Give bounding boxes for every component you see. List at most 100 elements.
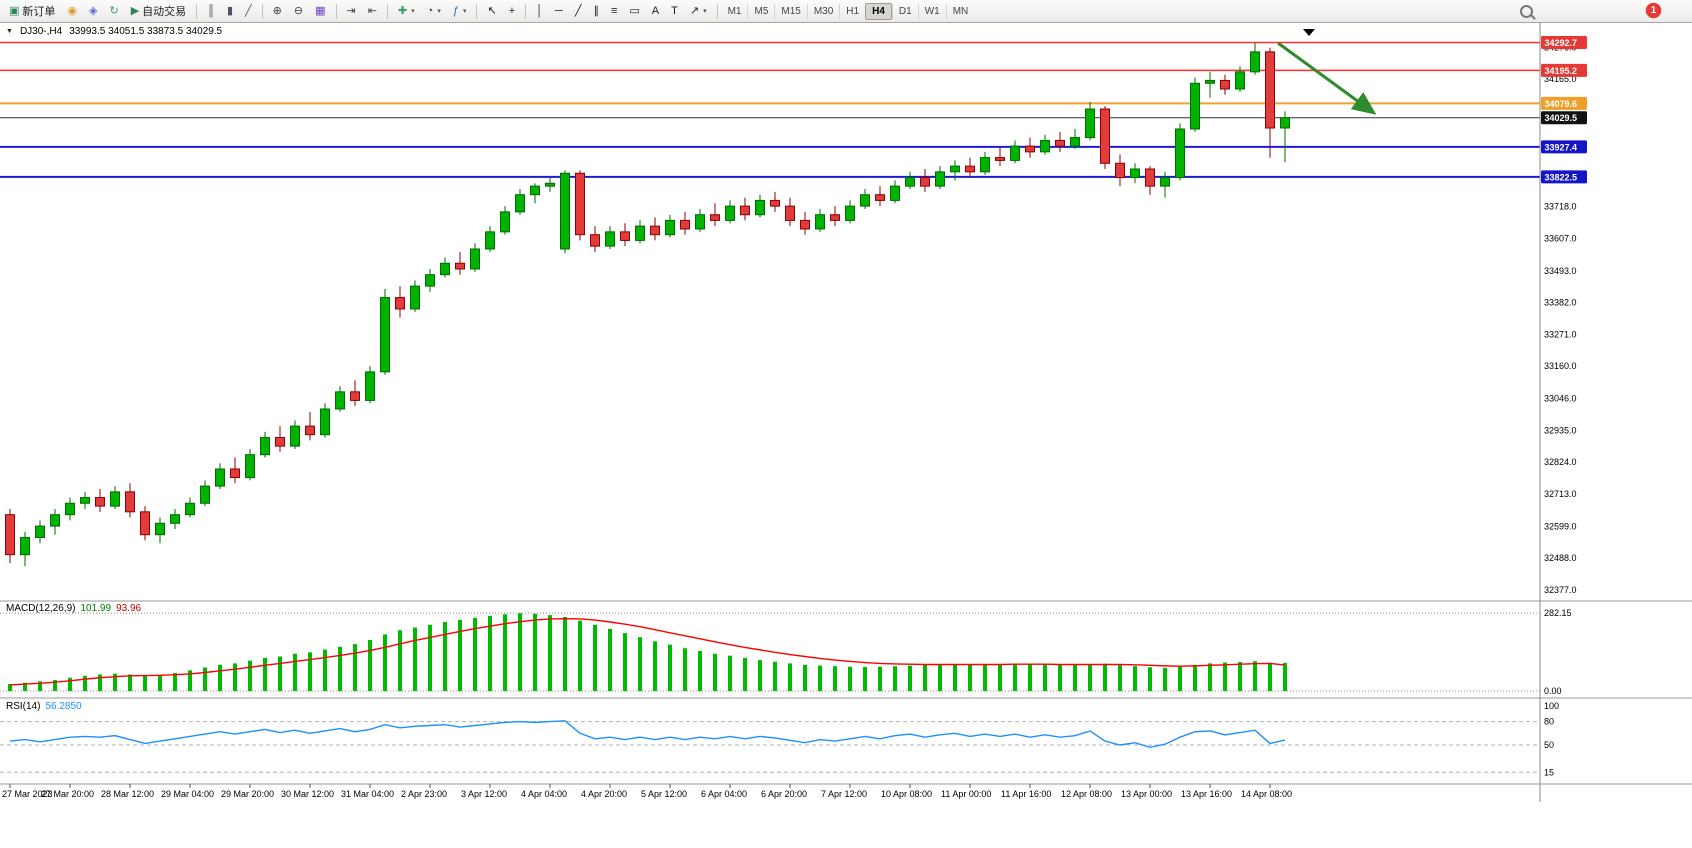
timeframe-button-m30[interactable]: M30 <box>806 3 839 19</box>
candle <box>80 491 90 509</box>
candle <box>695 208 705 232</box>
horizontal-line-button[interactable]: ─ <box>550 1 568 21</box>
channel-icon: ∥ <box>593 4 599 17</box>
arrows-button[interactable]: ↗ ▾ <box>685 1 712 21</box>
line-chart-button[interactable]: ╱ <box>240 1 257 21</box>
chart-window[interactable]: 34276.034165.033718.033607.033493.033382… <box>0 23 1692 848</box>
new-order-icon: ▣ <box>9 4 20 17</box>
timeframe-button-h4[interactable]: H4 <box>865 2 892 20</box>
candle <box>560 170 570 254</box>
channel-button[interactable]: ∥ <box>588 1 604 21</box>
candle <box>140 506 150 541</box>
cursor-button[interactable]: ↖ <box>482 1 501 21</box>
text-button[interactable]: A <box>647 1 664 21</box>
refresh-button[interactable]: ↻ <box>104 1 123 21</box>
candle <box>365 366 375 404</box>
resistance-line-2-badge: 34195.2 <box>1541 63 1587 77</box>
svg-text:33271.0: 33271.0 <box>1544 329 1577 339</box>
shapes-button[interactable]: ▭ <box>624 1 644 21</box>
chart-shift-button[interactable]: ⇤ <box>363 1 382 21</box>
collapse-chart-icon[interactable]: ▼ <box>6 28 13 35</box>
bar-chart-button[interactable]: ║ <box>202 1 220 21</box>
vertical-line-icon: │ <box>536 4 544 17</box>
candle <box>725 200 735 224</box>
price-scale[interactable]: 34276.034165.033718.033607.033493.033382… <box>1544 42 1577 595</box>
svg-text:0.00: 0.00 <box>1544 686 1562 696</box>
candle <box>1175 123 1185 181</box>
fibonacci-button[interactable]: ≡ <box>606 1 622 21</box>
macd-value-signal: 93.96 <box>116 603 142 614</box>
support-line-2-badge: 33822.5 <box>1541 170 1587 184</box>
timeframe-button-m15[interactable]: M15 <box>774 3 806 19</box>
indicators-icon: ƒ <box>452 4 459 17</box>
candle <box>215 463 225 489</box>
svg-text:32935.0: 32935.0 <box>1544 425 1577 435</box>
auto-scroll-button[interactable]: ⇥ <box>342 1 361 21</box>
rsi-panel: 100 80 50 15 <box>0 701 1559 777</box>
chart-shift-marker[interactable] <box>1303 29 1315 36</box>
autotrading-button[interactable]: ▶ 自动交易 <box>126 1 191 21</box>
candle <box>320 403 330 438</box>
candle <box>245 448 255 481</box>
candlestick-chart-button[interactable]: ▮ <box>222 1 238 21</box>
horizontal-lines[interactable] <box>0 41 1540 178</box>
svg-text:32599.0: 32599.0 <box>1544 521 1577 531</box>
periods-button[interactable]: ◔ ▾ <box>422 1 446 21</box>
crosshair-button[interactable]: + <box>504 1 520 21</box>
candle <box>830 206 840 227</box>
zoom-out-button[interactable]: ⊖ <box>289 1 308 21</box>
dropdown-caret-icon: ▾ <box>437 8 441 15</box>
new-chart-button[interactable]: ✚ ▾ <box>393 1 420 21</box>
toolbar-separator <box>196 3 198 19</box>
candle <box>200 480 210 507</box>
label-button[interactable]: T <box>666 1 683 21</box>
candle <box>800 211 810 235</box>
vertical-line-button[interactable]: │ <box>531 1 548 21</box>
auto-scroll-icon: ⇥ <box>346 4 356 17</box>
svg-text:33927.4: 33927.4 <box>1545 142 1578 152</box>
candle <box>65 497 75 521</box>
candle <box>290 420 300 449</box>
candle <box>1010 140 1020 164</box>
search-icon[interactable] <box>1520 5 1533 18</box>
toolbar-separator <box>525 3 527 19</box>
svg-text:15: 15 <box>1544 767 1554 777</box>
candle <box>305 411 315 441</box>
timeframe-button-d1[interactable]: D1 <box>891 3 918 19</box>
coins-icon: ◉ <box>67 4 78 17</box>
svg-text:32713.0: 32713.0 <box>1544 489 1577 499</box>
support-line-1-badge: 33927.4 <box>1541 140 1587 154</box>
panel-separators[interactable] <box>0 23 1692 802</box>
timeframe-button-h1[interactable]: H1 <box>839 3 865 19</box>
toolbar-separator <box>476 3 478 19</box>
candle <box>845 200 855 224</box>
timeframe-button-m1[interactable]: M1 <box>727 5 742 17</box>
candle <box>590 226 600 252</box>
new-order-button[interactable]: ▣ 新订单 <box>4 1 60 21</box>
trend-arrow-annotation[interactable] <box>1277 41 1377 115</box>
resistance-line-1-badge: 34292.7 <box>1541 36 1587 50</box>
candle <box>680 211 690 235</box>
trendline-button[interactable]: ╱ <box>570 1 587 21</box>
tile-windows-button[interactable]: ▦ <box>310 1 330 21</box>
timeframe-button-w1[interactable]: W1 <box>917 3 946 19</box>
chart-canvas[interactable]: 34276.034165.033718.033607.033493.033382… <box>0 23 1692 848</box>
svg-text:32377.0: 32377.0 <box>1544 585 1577 595</box>
pivot-line-badge: 34079.6 <box>1541 96 1587 110</box>
candle <box>905 171 915 189</box>
notification-badge[interactable]: 1 <box>1646 3 1661 18</box>
svg-text:33718.0: 33718.0 <box>1544 202 1577 212</box>
svg-text:29 Mar 04:00: 29 Mar 04:00 <box>161 789 214 799</box>
candle <box>35 520 45 544</box>
indicators-button[interactable]: ƒ ▾ <box>448 1 472 21</box>
deposit-button[interactable]: ◉ <box>62 1 82 21</box>
zoom-in-button[interactable]: ⊕ <box>268 1 287 21</box>
timeframe-button-m5[interactable]: M5 <box>747 3 774 19</box>
timeframe-button-mn[interactable]: MN <box>945 3 975 19</box>
symbol-period-label: DJ30-,H4 <box>19 26 63 37</box>
svg-text:29 Mar 20:00: 29 Mar 20:00 <box>221 789 274 799</box>
community-button[interactable]: ◈ <box>84 1 102 21</box>
chart-shift-icon: ⇤ <box>367 4 377 17</box>
candle <box>785 197 795 227</box>
